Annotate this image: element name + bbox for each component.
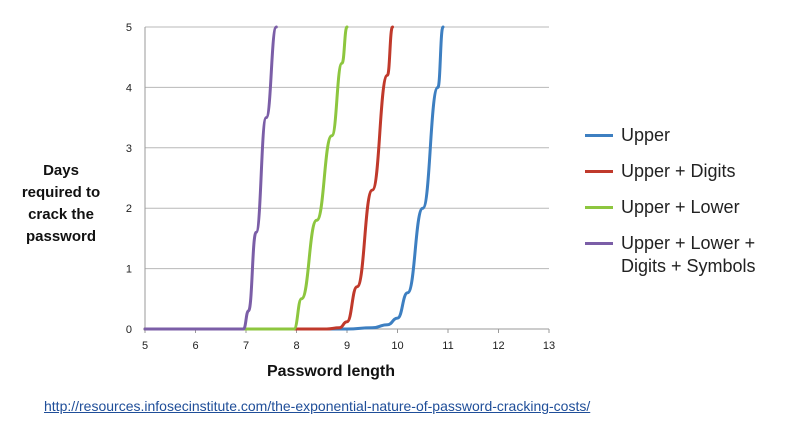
y-tick-label: 5 [126,22,132,34]
x-tick-label: 13 [543,340,555,352]
legend-swatch [585,134,613,137]
series-line [143,25,445,331]
axes [144,27,550,333]
x-tick-label: 12 [492,340,504,352]
legend-label: Upper [621,125,671,145]
legend-swatch [585,242,613,245]
source-link[interactable]: http://resources.infosecinstitute.com/th… [44,398,591,414]
x-tick-label: 7 [243,340,249,352]
x-tick-label: 5 [142,340,148,352]
y-axis-title-line: Days [43,162,79,179]
legend-label: Upper + Digits [621,161,736,181]
series-group [143,25,445,331]
legend-swatch [585,170,613,173]
series-line [143,25,349,331]
legend-label: Upper + Lower + Digits + Symbols [621,233,756,276]
x-tick-label: 8 [293,340,299,352]
series-line [143,25,278,331]
series-line [143,25,394,331]
y-tick-label: 3 [126,143,132,155]
legend-item-upper-lower: Upper + Lower [585,196,795,219]
y-tick-label: 1 [126,264,132,276]
grid-lines [145,26,549,330]
x-tick-label: 9 [344,340,350,352]
y-tick-label: 2 [126,203,132,215]
legend: Upper Upper + Digits Upper + Lower Upper… [585,124,795,291]
x-tick-label: 6 [192,340,198,352]
y-axis-title: Days required to crack the password [18,160,104,248]
x-axis-title: Password length [267,363,395,380]
legend-item-all: Upper + Lower + Digits + Symbols [585,232,795,278]
legend-swatch [585,206,613,209]
y-axis-title-line: password [25,228,97,245]
y-axis-title-line: required to [21,184,101,201]
legend-label: Upper + Lower [621,197,740,217]
legend-item-upper: Upper [585,124,795,147]
legend-item-upper-digits: Upper + Digits [585,160,795,183]
x-tick-label: 10 [391,340,403,352]
x-tick-label: 11 [442,340,453,352]
y-tick-label: 4 [126,82,132,94]
y-axis-title-line: crack the [28,206,94,223]
y-tick-label: 0 [126,324,132,336]
